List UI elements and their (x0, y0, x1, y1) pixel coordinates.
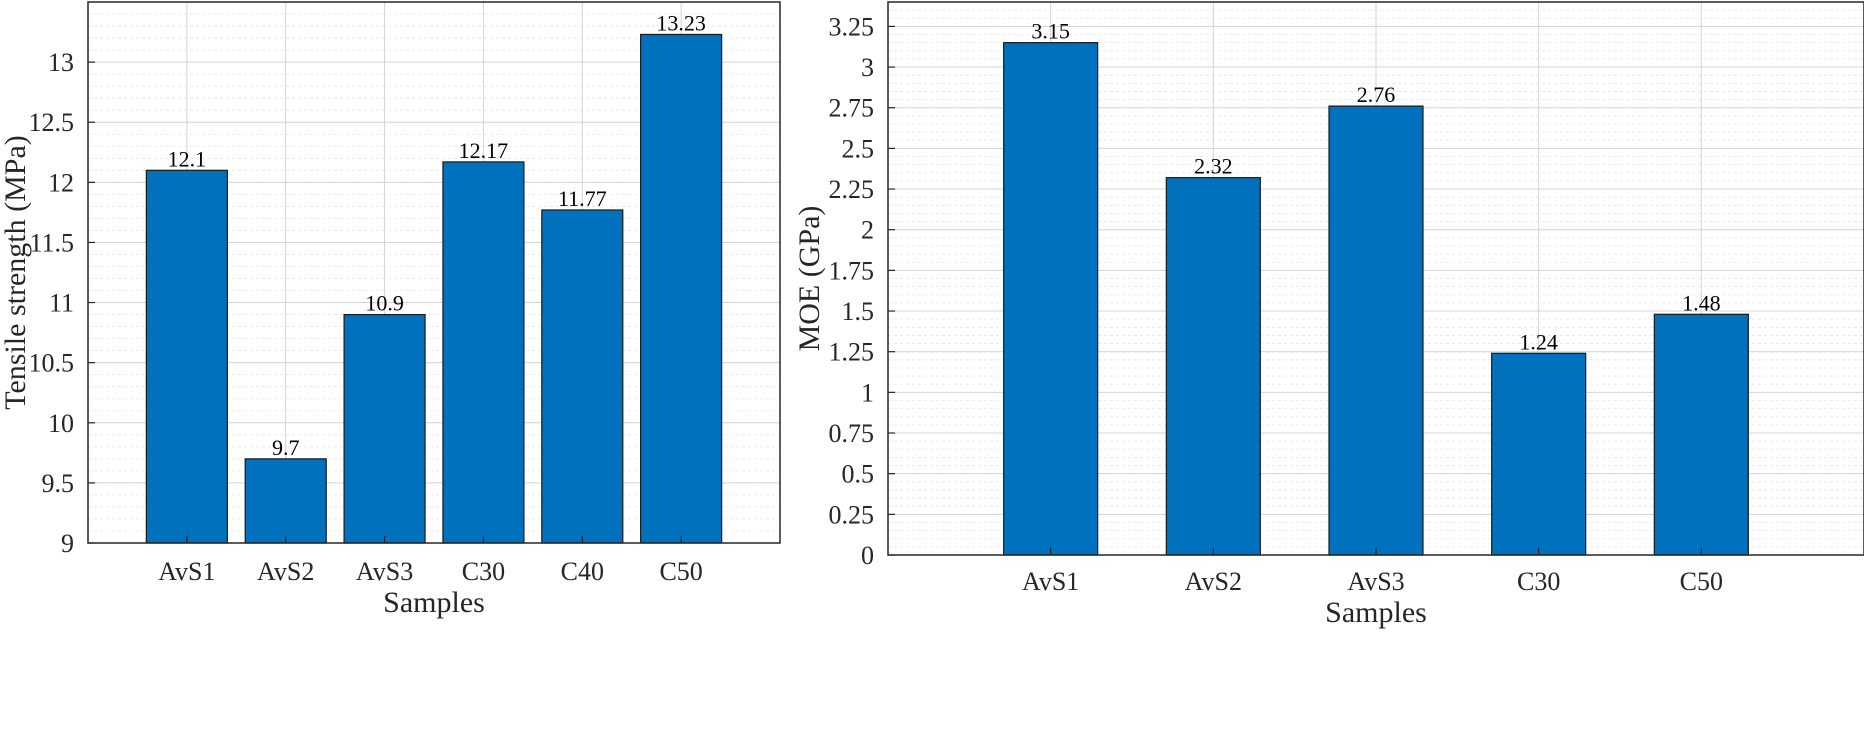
y-tick-label: 1.75 (829, 256, 875, 285)
y-tick-label: 1.25 (829, 338, 875, 367)
bar-avs2[interactable] (244, 458, 327, 544)
y-tick-label: 12.5 (29, 108, 75, 137)
y-tick-label: 13 (48, 48, 74, 77)
data-label: 12.17 (459, 138, 509, 163)
y-tick-label: 10.5 (29, 349, 75, 378)
x-tick-label: AvS2 (1185, 567, 1242, 596)
y-tick-label: 1.5 (842, 297, 875, 326)
y-tick-label: 0.25 (829, 500, 875, 529)
bar-avs3[interactable] (1328, 105, 1424, 556)
data-label: 1.24 (1519, 329, 1558, 354)
y-tick-label: 11.5 (29, 228, 74, 257)
data-label: 11.77 (558, 186, 607, 211)
y-tick-label: 2 (861, 216, 874, 245)
y-axis-label: MOE (GPa) (793, 206, 826, 352)
data-label: 2.32 (1194, 154, 1233, 179)
y-tick-label: 2.25 (829, 175, 875, 204)
bar-c50[interactable] (640, 33, 723, 544)
data-label: 2.76 (1357, 82, 1396, 107)
axes-frame (87, 1, 781, 544)
y-tick-label: 11 (49, 289, 74, 318)
tensile-strength-chart: 12.1 9.7 10.9 12.17 11.77 13.23 9 9.5 10 10.5 11 11… (0, 1, 781, 619)
y-tick-label: 0.75 (829, 419, 875, 448)
x-axis-label: Samples (1325, 596, 1427, 629)
x-tick-label: AvS1 (1022, 567, 1079, 596)
data-label: 9.7 (272, 435, 300, 460)
data-label: 13.23 (656, 10, 706, 35)
x-axis-label: Samples (383, 586, 485, 619)
x-tick-label: AvS3 (356, 557, 413, 586)
x-tick-label: C50 (1680, 567, 1723, 596)
x-tick-label: AvS2 (257, 557, 314, 586)
bar-avs3[interactable] (343, 313, 426, 544)
moe-chart: 3.15 2.32 2.76 1.24 1.48 0 0.25 0.5 0.75 1 1.25 1.5… (793, 1, 1864, 629)
data-label: 3.15 (1031, 19, 1070, 44)
x-tick-label: AvS1 (158, 557, 215, 586)
bar-c30[interactable] (1491, 352, 1587, 556)
y-tick-label: 9.5 (42, 469, 75, 498)
y-tick-label: 2.75 (829, 94, 875, 123)
bar-c30[interactable] (442, 161, 525, 544)
bar-c50[interactable] (1653, 313, 1749, 556)
bar-avs1[interactable] (145, 169, 228, 544)
y-tick-label: 12 (48, 168, 74, 197)
y-axis-label: Tensile strength (MPa) (0, 135, 32, 410)
y-tick-label: 10 (48, 409, 74, 438)
x-tick-label: C30 (462, 557, 505, 586)
x-tick-label: C30 (1517, 567, 1560, 596)
bar-c40[interactable] (541, 209, 624, 544)
x-tick-label: AvS3 (1347, 567, 1404, 596)
y-tick-label: 0 (861, 541, 874, 570)
x-tick-label: C40 (561, 557, 604, 586)
data-label: 10.9 (365, 291, 404, 316)
bar-avs2[interactable] (1165, 177, 1261, 556)
data-label: 1.48 (1682, 290, 1721, 315)
bar-avs1[interactable] (1003, 42, 1099, 556)
y-tick-label: 3.25 (829, 12, 875, 41)
x-tick-label: C50 (659, 557, 702, 586)
y-tick-label: 9 (61, 529, 74, 558)
y-tick-label: 0.5 (842, 460, 875, 489)
data-label: 12.1 (168, 146, 207, 171)
y-tick-label: 3 (861, 53, 874, 82)
y-tick-label: 2.5 (842, 134, 875, 163)
y-tick-label: 1 (861, 378, 874, 407)
